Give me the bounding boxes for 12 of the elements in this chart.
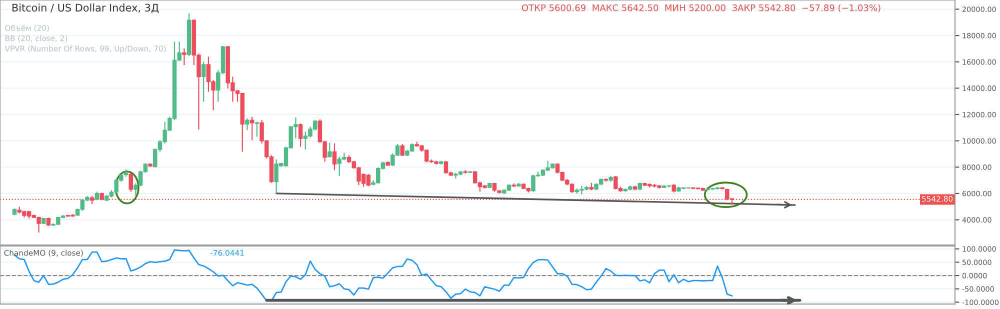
candlestick <box>254 121 260 138</box>
chart-title: Bitcoin / US Dollar Index, 3Д <box>12 4 159 14</box>
candlestick <box>128 172 134 192</box>
candlestick <box>182 48 186 66</box>
candlestick <box>298 122 303 148</box>
candlestick <box>400 144 404 157</box>
candlestick <box>332 142 337 171</box>
candlestick <box>201 61 206 102</box>
candlestick <box>245 118 250 131</box>
candlestick <box>328 142 332 158</box>
candlestick <box>250 116 254 141</box>
chart-subtitle: ОТКР 5600.69 МАКС 5642.50 МИН 5200.00 ЗАКР 5542.80 −57.89 (−1.03%) <box>522 4 880 12</box>
